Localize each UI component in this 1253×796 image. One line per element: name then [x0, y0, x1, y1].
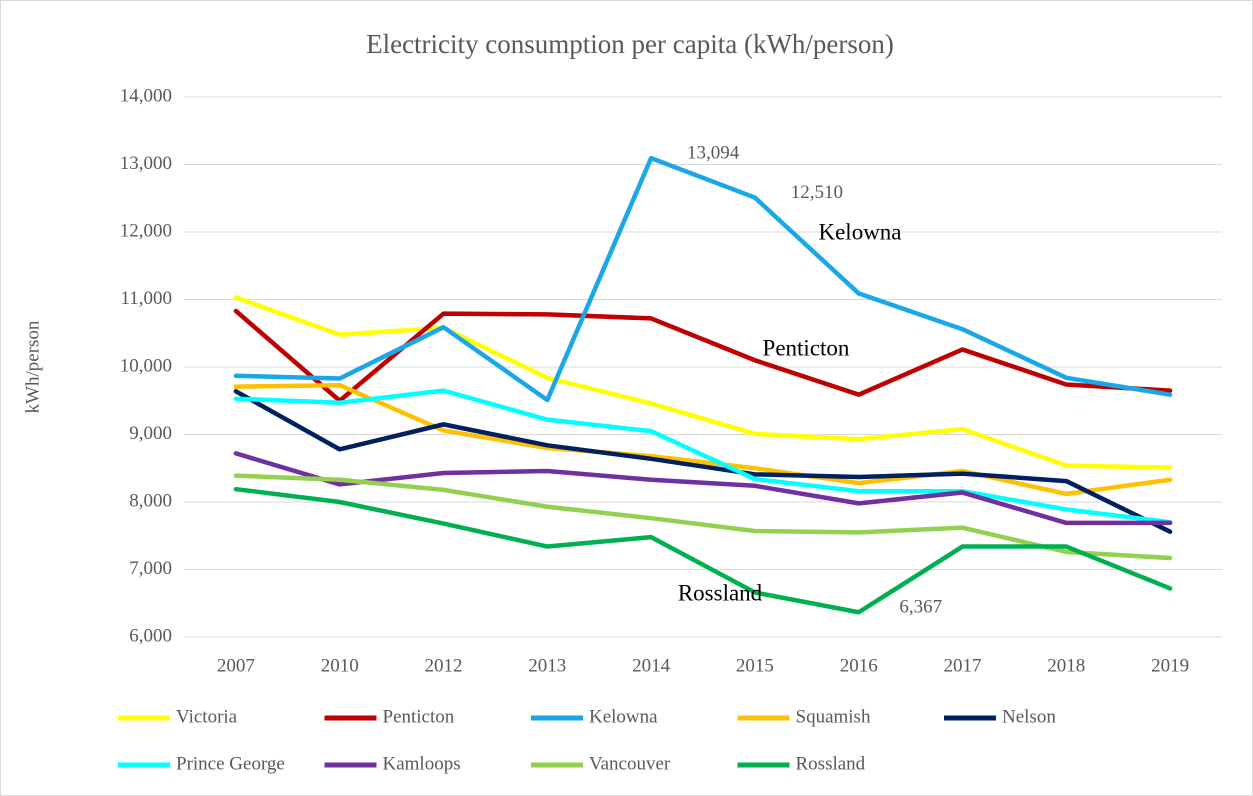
- legend-label: Prince George: [176, 753, 285, 774]
- y-tick-label: 7,000: [129, 558, 172, 579]
- legend-label: Kelowna: [589, 706, 658, 727]
- y-tick-label: 11,000: [120, 288, 172, 309]
- y-tick-label: 8,000: [129, 490, 172, 511]
- data-label: 6,367: [899, 597, 942, 618]
- y-tick-label: 10,000: [120, 355, 172, 376]
- y-tick-label: 12,000: [120, 220, 172, 241]
- series-line: [233, 388, 1173, 525]
- data-label: 12,510: [791, 182, 843, 203]
- series-line: [233, 155, 1173, 403]
- series-annotation: Rossland: [678, 580, 763, 605]
- x-tick-label: 2014: [632, 655, 671, 676]
- y-axis-label: kWh/person: [22, 320, 43, 413]
- x-tick-label: 2019: [1151, 655, 1189, 676]
- y-tick-label: 14,000: [120, 85, 172, 106]
- x-tick-label: 2013: [528, 655, 566, 676]
- legend-label: Victoria: [176, 706, 238, 727]
- y-tick-label: 13,000: [120, 153, 172, 174]
- legend-label: Squamish: [796, 706, 871, 727]
- x-tick-label: 2016: [840, 655, 878, 676]
- series-line: [233, 451, 1173, 526]
- series-line: [233, 486, 1173, 615]
- y-tick-label: 9,000: [129, 423, 172, 444]
- legend-label: Nelson: [1002, 706, 1056, 727]
- y-tick-label: 6,000: [129, 625, 172, 646]
- data-label: 13,094: [687, 143, 740, 164]
- x-tick-label: 2007: [217, 655, 255, 676]
- series-annotation: Penticton: [763, 335, 850, 360]
- series-line: [233, 308, 1173, 403]
- chart-title: Electricity consumption per capita (kWh/…: [366, 29, 894, 59]
- legend-label: Kamloops: [383, 753, 461, 774]
- series-line: [233, 295, 1173, 470]
- x-tick-label: 2017: [944, 655, 982, 676]
- series-line: [233, 382, 1173, 497]
- legend-label: Vancouver: [589, 753, 671, 774]
- series-line: [233, 389, 1173, 534]
- legend-label: Penticton: [383, 706, 455, 727]
- grid: 6,000 7,000 8,000 9,000 10,000 11,000 12,000 13…: [120, 85, 1222, 676]
- x-tick-label: 2018: [1047, 655, 1085, 676]
- legend-label: Rossland: [796, 753, 866, 774]
- x-tick-label: 2012: [425, 655, 463, 676]
- series-line: [233, 473, 1173, 561]
- x-tick-label: 2015: [736, 655, 774, 676]
- series-annotation: Kelowna: [818, 219, 901, 244]
- x-tick-label: 2010: [321, 655, 359, 676]
- lines: Victoria Penticton 13,094 12,510 Kelowna Squa…: [118, 143, 1173, 774]
